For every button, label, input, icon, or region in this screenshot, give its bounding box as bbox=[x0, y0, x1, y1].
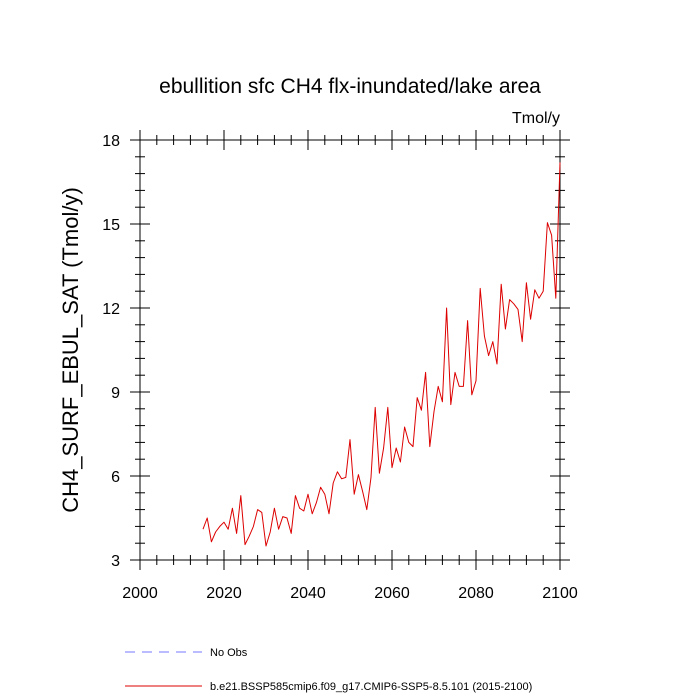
y-tick-label: 12 bbox=[102, 301, 120, 318]
y-tick-label: 3 bbox=[111, 553, 120, 570]
legend-label: b.e21.BSSP585cmip6.f09_g17.CMIP6-SSP5-8.… bbox=[210, 681, 532, 693]
legend-label: No Obs bbox=[210, 647, 248, 659]
x-tick-label: 2020 bbox=[206, 585, 242, 602]
x-tick-label: 2000 bbox=[122, 585, 158, 602]
units-label: Tmol/y bbox=[512, 110, 560, 127]
x-tick-label: 2040 bbox=[290, 585, 326, 602]
plot-frame bbox=[139, 139, 561, 561]
y-tick-label: 6 bbox=[111, 469, 120, 486]
x-tick-label: 2080 bbox=[458, 585, 494, 602]
y-tick-label: 9 bbox=[111, 385, 120, 402]
legend: No Obs b.e21.BSSP585cmip6.f09_g17.CMIP6-S… bbox=[125, 647, 532, 693]
y-axis-label: CH4_SURF_EBUL_SAT (Tmol/y) bbox=[58, 187, 83, 513]
chart-title: ebullition sfc CH4 flx-inundated/lake ar… bbox=[159, 75, 541, 98]
axis-ticks bbox=[130, 130, 570, 570]
series-line bbox=[202, 162, 561, 547]
y-tick-label: 18 bbox=[102, 133, 120, 150]
y-tick-label: 15 bbox=[102, 217, 120, 234]
series-layer bbox=[202, 162, 561, 547]
x-tick-label: 2100 bbox=[542, 585, 578, 602]
x-tick-label: 2060 bbox=[374, 585, 410, 602]
axis-tick-labels: 2000 2020 2040 2060 2080 2100 3 6 9 12 15 18 bbox=[102, 133, 578, 602]
